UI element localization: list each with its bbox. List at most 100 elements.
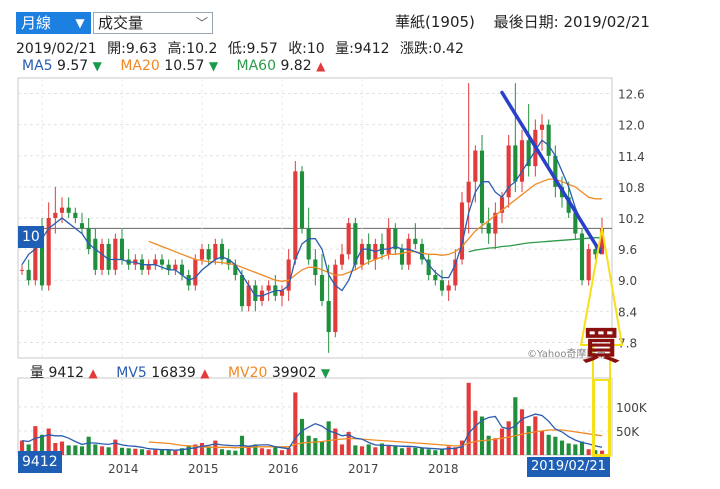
- chevron-down-icon: ▼: [75, 16, 85, 30]
- candle-body: [473, 150, 478, 182]
- candle-body: [346, 223, 351, 255]
- current-volume-tag: 9412: [18, 451, 62, 473]
- ma60-legend: MA60 9.82 ▲: [237, 58, 326, 74]
- current-price-tag: 10: [18, 226, 44, 248]
- volume-bar: [273, 447, 278, 455]
- last-date: 最後日期: 2019/02/21: [493, 13, 650, 31]
- candle-body: [326, 300, 331, 333]
- quote-low: 低:9.57: [227, 41, 278, 57]
- candle-body: [386, 228, 391, 255]
- volume-bar: [306, 435, 311, 455]
- candle-body: [159, 259, 165, 265]
- volume-bar: [419, 448, 425, 455]
- candle-body: [106, 243, 111, 270]
- volume-bar: [99, 446, 105, 455]
- candle-body: [333, 264, 338, 333]
- volume-bar: [166, 450, 171, 455]
- volume-bar: [193, 444, 198, 455]
- volume-bar: [19, 440, 25, 455]
- volume-bar: [346, 431, 351, 455]
- price-tick-label: 8.4: [618, 305, 637, 319]
- candle-body: [486, 223, 491, 234]
- candle-body: [479, 150, 485, 224]
- candle-body: [579, 233, 585, 281]
- volume-bar: [119, 447, 125, 455]
- candle-body: [239, 275, 245, 307]
- volume-bar: [519, 409, 525, 455]
- volume-bar: [73, 445, 78, 455]
- volume-bar: [426, 449, 431, 455]
- candle-body: [393, 228, 398, 250]
- volume-bar: [339, 444, 345, 455]
- candle-body: [113, 238, 118, 270]
- candle-body: [566, 197, 571, 213]
- candle-body: [399, 249, 405, 265]
- ma20-label: MA20: [120, 58, 160, 74]
- candle-body: [226, 259, 231, 265]
- volume-tick-label: 50K: [616, 425, 640, 439]
- mv20-line: [148, 429, 603, 449]
- candle-body: [173, 264, 178, 270]
- volume-bar: [93, 444, 98, 455]
- volume-bar: [413, 447, 418, 455]
- candle-body: [213, 243, 218, 260]
- volume-bar: [546, 434, 551, 455]
- volume-bar: [313, 438, 318, 455]
- cursor-date-tag: 2019/02/21: [527, 457, 610, 477]
- stock-header: 華紙(1905) 最後日期: 2019/02/21: [395, 11, 664, 32]
- ma60-label: MA60: [236, 58, 276, 74]
- volume-bar: [226, 450, 231, 455]
- candle-body: [453, 259, 458, 286]
- candle-body: [279, 290, 285, 296]
- volume-bar: [446, 446, 451, 455]
- ma20-value: 10.57: [164, 58, 205, 74]
- volume-bar: [566, 443, 571, 455]
- candle-body: [319, 275, 325, 301]
- period-select[interactable]: 月線 ▼: [16, 12, 91, 34]
- quote-summary: 2019/02/21 開:9.63 高:10.2 低:9.57 收:10 量:9…: [16, 38, 470, 58]
- candle-body: [599, 228, 605, 255]
- candle-body: [119, 238, 125, 260]
- volume-bar: [333, 428, 338, 455]
- indicator-select[interactable]: 成交量 ﹀: [93, 12, 213, 34]
- price-tick-label: 9.0: [618, 274, 637, 288]
- quote-close: 收:10: [288, 41, 325, 57]
- volume-bar: [199, 442, 205, 455]
- volume-bar: [573, 444, 578, 455]
- candle-body: [339, 254, 345, 265]
- price-tick-label: 10.8: [618, 181, 645, 195]
- mv5-line: [21, 413, 603, 451]
- volume-bar: [553, 436, 558, 455]
- volume-bar: [439, 449, 445, 455]
- volume-bar: [186, 445, 191, 455]
- volume-bar: [399, 448, 405, 455]
- volume-bar: [559, 440, 565, 455]
- volume-bar: [479, 416, 485, 455]
- volume-bar: [353, 445, 358, 455]
- candle-body: [166, 264, 171, 270]
- candle-body: [499, 197, 505, 213]
- volume-bar: [406, 447, 411, 455]
- up-triangle-icon: ▲: [88, 366, 98, 380]
- volume-bar: [153, 449, 158, 455]
- volume-bar: [33, 426, 38, 455]
- quote-date: 2019/02/21: [16, 41, 97, 57]
- candle-body: [39, 233, 45, 286]
- price-axis: 12.6 12.0 11.4 10.8 10.2 9.6 9.0 8.4 7.8: [618, 88, 645, 351]
- volume-tick-label: 100K: [616, 401, 648, 415]
- candle-body: [539, 124, 545, 130]
- candle-body: [33, 238, 38, 281]
- candle-body: [353, 223, 358, 265]
- volume-bar: [586, 449, 591, 455]
- candle-body: [586, 249, 591, 281]
- volume-bar: [259, 448, 265, 455]
- volume-bar: [233, 450, 238, 455]
- candle-body: [359, 243, 365, 265]
- vol-label: 量: [30, 365, 44, 381]
- mv20-value: 39902: [271, 365, 317, 381]
- vol-legend: 量 9412 ▲: [30, 365, 102, 381]
- volume-bar: [493, 438, 498, 455]
- volume-bar: [373, 447, 378, 455]
- buy-arrow-shaft-volume: [593, 379, 610, 456]
